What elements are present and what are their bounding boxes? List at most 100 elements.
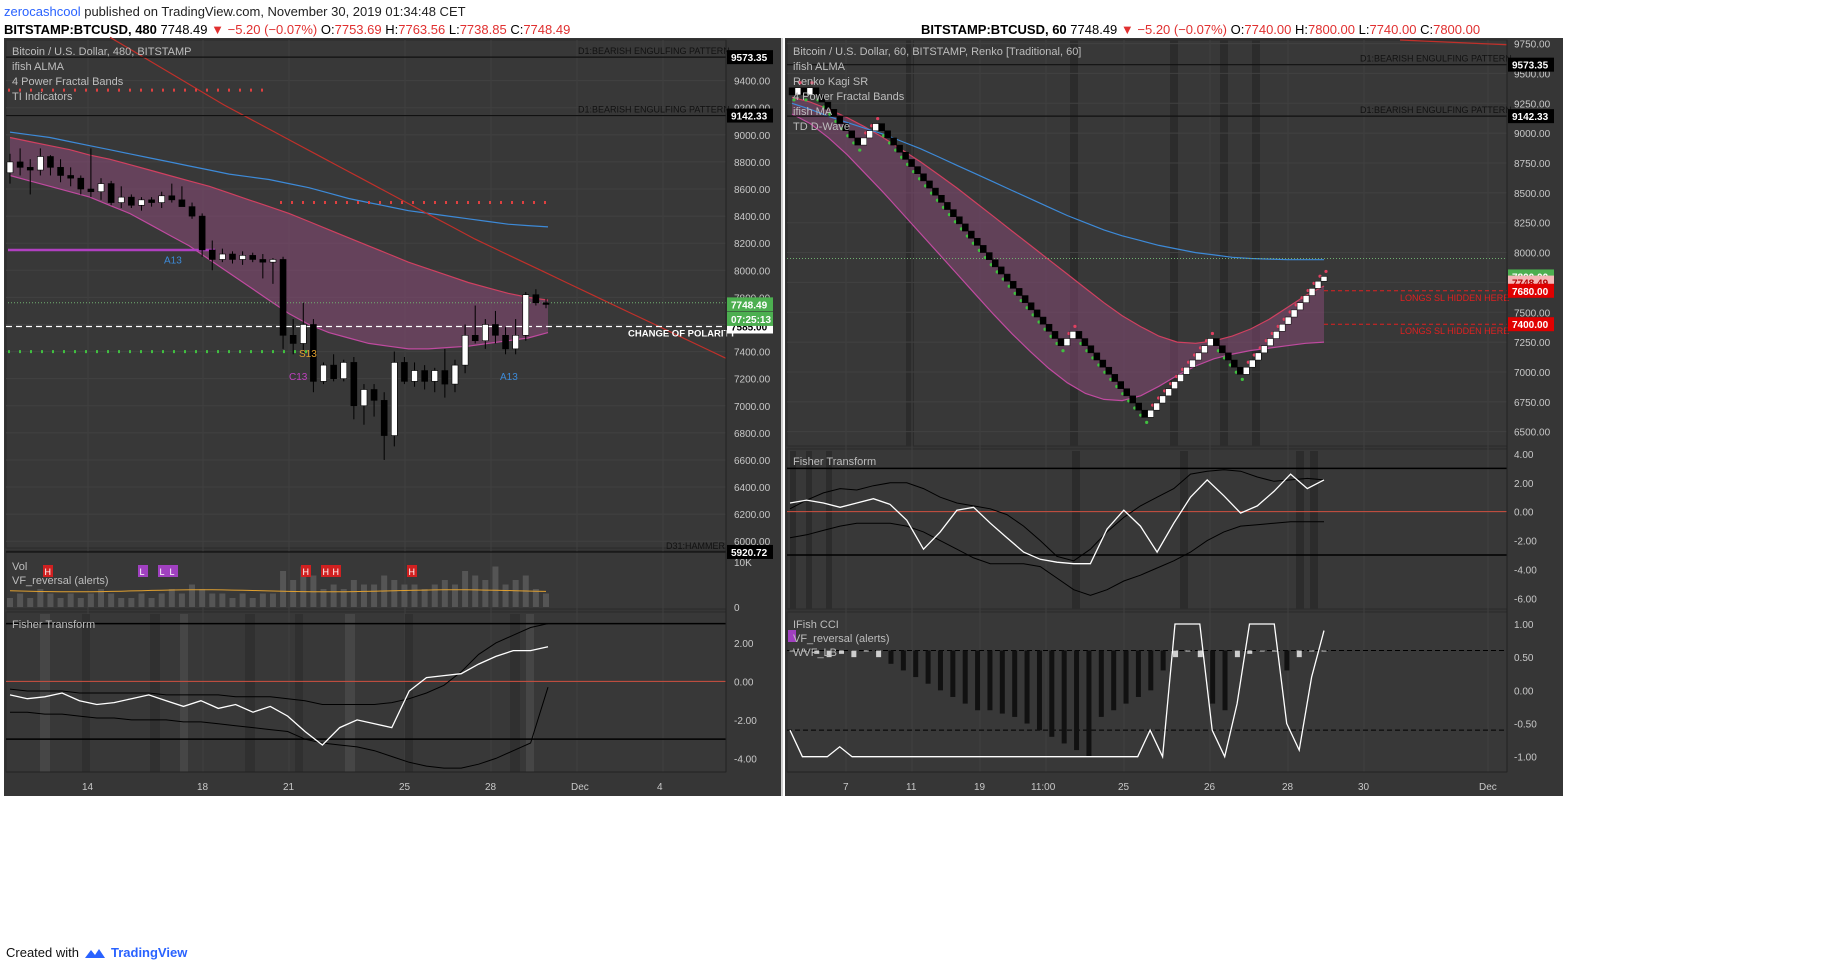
right-price-legend: ifish MA (793, 106, 833, 118)
left-volume-bar (512, 580, 519, 607)
right-x-tick: 30 (1358, 782, 1370, 793)
right-cci-bar (1296, 650, 1302, 658)
left-last-price: 7748.49 (160, 22, 208, 37)
left-fisher-shade (405, 614, 413, 772)
right-renko-brick (1225, 352, 1232, 361)
left-band-upper (9, 136, 549, 301)
left-fisher-legend: Fisher Transform (12, 619, 95, 631)
left-fisher-shade (510, 614, 520, 772)
right-renko-brick (908, 159, 915, 167)
left-candle (178, 199, 186, 207)
left-volume-bar (472, 575, 479, 607)
right-level-tag (1508, 109, 1554, 124)
left-price-y-tick-label: 8800.00 (734, 158, 771, 169)
right-renko-brick (950, 209, 957, 217)
left-candle (97, 183, 105, 193)
left-candle (77, 177, 85, 190)
right-fisher-shade (1310, 451, 1318, 609)
left-fisher-tick: 0.00 (734, 677, 754, 688)
left-volume-bar (391, 580, 398, 607)
right-cci-tick: 0.50 (1514, 653, 1534, 664)
right-fisher-shade (806, 451, 812, 609)
right-fisher-tick: -4.00 (1514, 565, 1537, 576)
right-level-text: D1:BEARISH ENGULFING PATTERN (1360, 105, 1512, 115)
left-td-marker: C13 (289, 372, 308, 383)
right-renko-brick (1021, 295, 1029, 303)
right-red-trendline (1399, 39, 1508, 46)
right-blue-ma (791, 102, 1324, 261)
left-candle (441, 370, 449, 385)
left-fisher-shade (345, 614, 355, 772)
left-candle (158, 195, 165, 203)
left-vf-badge-label: H (409, 567, 416, 577)
left-volume-bar (108, 593, 115, 607)
left-volume-bar (300, 566, 307, 607)
left-candle (391, 362, 398, 436)
right-renko-brick (1290, 309, 1298, 318)
right-low: 7740.00 (1369, 22, 1417, 37)
left-volume-bar (421, 589, 428, 607)
publish-date: published on TradingView.com, November 3… (80, 4, 466, 19)
right-renko-brick (1003, 273, 1011, 282)
right-renko-brick (1057, 338, 1065, 346)
left-candle (67, 175, 74, 179)
right-cci-bar (1024, 650, 1030, 724)
right-cci-bar (1173, 650, 1179, 658)
footer: Created with TradingView (6, 945, 187, 960)
right-price-legend: 4 Power Fractal Bands (793, 91, 905, 103)
left-fisher-lower (10, 687, 549, 769)
left-price-y-tick-label: 6800.00 (734, 429, 771, 440)
left-fisher-tick: -4.00 (734, 754, 757, 765)
right-price-tag-label: 7680.00 (1512, 287, 1549, 298)
left-volume-bar (148, 598, 155, 607)
right-cci-bar (1098, 650, 1104, 717)
left-vf-badge (321, 565, 331, 577)
left-fisher-tick: -2.00 (734, 716, 757, 727)
left-volume-bar (229, 598, 236, 607)
publisher-username[interactable]: zerocashcool (4, 4, 81, 19)
tradingview-brand[interactable]: TradingView (110, 945, 188, 960)
right-renko-brick (1320, 276, 1328, 282)
left-volume-tick: 10K (734, 558, 752, 569)
right-renko-brick (1296, 302, 1304, 311)
left-price-legend: ifish ALMA (12, 61, 65, 73)
right-fisher-shade (790, 451, 796, 609)
right-renko-brick (878, 123, 885, 132)
left-candle (87, 188, 95, 193)
right-renko-brick (1278, 323, 1286, 332)
right-renko-brick (812, 87, 820, 96)
right-band-upper (791, 96, 1325, 344)
left-level-tag (727, 544, 773, 559)
left-fisher-shade (40, 614, 50, 772)
right-price-legend: ifish ALMA (793, 61, 846, 73)
left-volume-bar (118, 598, 125, 607)
left-candle (168, 195, 176, 201)
left-vf-badge-label: L (160, 567, 165, 577)
left-volume-bar (77, 598, 84, 607)
left-candle (229, 253, 236, 260)
left-price-y-tick-label: 8000.00 (734, 266, 771, 277)
right-renko-brick (1243, 366, 1250, 375)
right-sl-text: LONGS SL HIDDEN HERE (1400, 293, 1509, 303)
right-renko-brick (1171, 381, 1178, 389)
right-renko-brick (1260, 345, 1268, 354)
right-renko-brick (1051, 331, 1059, 339)
right-cci-bar (1309, 650, 1315, 652)
right-renko-brick (1039, 316, 1047, 325)
left-x-tick: 4 (657, 782, 663, 793)
left-candle (522, 294, 530, 336)
right-cci-bar (987, 650, 993, 711)
left-volume-bar (7, 598, 13, 607)
left-candle (471, 335, 479, 342)
right-renko-brick (1063, 338, 1071, 346)
left-candle (421, 370, 428, 382)
right-price-y-tick-label: 8750.00 (1514, 159, 1551, 170)
right-renko-brick (1183, 366, 1190, 375)
left-volume-bar (350, 580, 357, 607)
right-fisher-tick: -6.00 (1514, 594, 1537, 605)
right-renko-brick (1135, 402, 1142, 411)
left-price-tag (727, 297, 773, 312)
right-x-tick: Dec (1479, 782, 1497, 793)
right-cci-bar (838, 650, 844, 654)
